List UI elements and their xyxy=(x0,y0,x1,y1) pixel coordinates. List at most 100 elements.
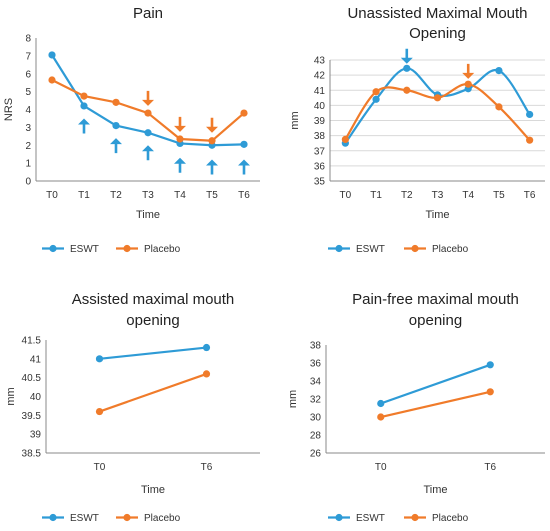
series-placebo xyxy=(48,76,248,145)
x-tick-label: T4 xyxy=(462,190,474,201)
chart-title: Assisted maximal mouth xyxy=(72,291,235,308)
legend-marker xyxy=(411,244,419,253)
y-tick-label: 36 xyxy=(310,359,322,370)
y-tick-label: 36 xyxy=(314,161,326,172)
arrow-down-icon xyxy=(462,63,475,79)
legend-marker xyxy=(335,513,343,522)
data-point xyxy=(95,355,104,363)
y-tick-label: 8 xyxy=(25,34,31,45)
y-tick-label: 40 xyxy=(30,392,42,403)
data-point xyxy=(80,92,88,100)
data-point xyxy=(403,86,411,94)
data-point xyxy=(433,94,442,102)
data-point xyxy=(144,129,152,137)
x-tick-label: T0 xyxy=(340,190,352,201)
x-tick-label: T6 xyxy=(201,462,213,473)
x-tick-label: T5 xyxy=(493,190,505,201)
x-tick-label: T0 xyxy=(46,190,58,201)
series-placebo xyxy=(377,388,494,421)
series-line xyxy=(99,372,207,413)
x-tick-label: T3 xyxy=(432,190,444,201)
y-tick-label: 38 xyxy=(310,341,322,352)
y-tick-label: 0 xyxy=(25,177,31,188)
x-tick-label: T0 xyxy=(94,462,106,473)
legend-label: ESWT xyxy=(356,513,385,524)
y-tick-label: 38.5 xyxy=(22,449,42,460)
legend-item-placebo: Placebo xyxy=(116,513,181,524)
y-tick-label: 5 xyxy=(25,87,31,98)
data-point xyxy=(144,109,152,117)
chart-panel-3: Assisted maximal mouth opening 38.5 39 39.5 4… xyxy=(5,291,260,524)
x-tick-label: T0 xyxy=(375,462,387,473)
x-axis-title: Time xyxy=(136,209,160,221)
legend-item-placebo: Placebo xyxy=(404,513,469,524)
arrow-up-icon xyxy=(142,145,154,161)
data-point xyxy=(240,140,248,148)
legend-item-eswt: ESWT xyxy=(328,513,385,524)
legend-label: Placebo xyxy=(432,244,469,255)
y-tick-label: 41.5 xyxy=(22,336,42,347)
arrow-up-icon xyxy=(110,138,122,154)
y-tick-label: 28 xyxy=(310,431,322,442)
chart-panel-1: Pain 0 1 2 3 4 5 6 7 8 T0 T1 T2 T3 T4 T5 T6 Time NRS ESWT Pl… xyxy=(3,5,260,255)
data-point xyxy=(526,110,534,119)
x-tick-label: T6 xyxy=(524,190,536,201)
x-tick-label: T2 xyxy=(110,190,122,201)
legend-label: Placebo xyxy=(144,513,181,524)
data-point xyxy=(372,88,380,96)
series-placebo xyxy=(95,370,211,416)
chart-title: opening xyxy=(126,312,179,329)
chart-panel-2: Unassisted Maximal Mouth Opening 35 36 37 38 3… xyxy=(289,5,545,255)
arrow-up-icon xyxy=(78,118,90,134)
data-point xyxy=(486,388,494,396)
x-tick-label: T6 xyxy=(238,190,250,201)
y-tick-label: 40 xyxy=(314,101,326,112)
data-point xyxy=(486,361,494,369)
data-point xyxy=(112,121,120,130)
y-axis-title: NRS xyxy=(3,98,15,121)
data-point xyxy=(176,135,184,143)
y-tick-label: 37 xyxy=(314,146,326,157)
chart-title: Pain xyxy=(133,5,163,22)
chart-title: Unassisted Maximal Mouth xyxy=(347,5,527,22)
data-point xyxy=(377,413,385,421)
y-tick-label: 1 xyxy=(25,159,31,170)
x-axis-title: Time xyxy=(423,484,447,496)
y-axis-title: mm xyxy=(287,390,299,408)
chart-title: Pain-free maximal mouth xyxy=(352,291,519,308)
y-tick-label: 4 xyxy=(25,105,31,116)
y-tick-label: 41 xyxy=(314,86,326,97)
y-tick-label: 34 xyxy=(310,377,322,388)
arrow-up-icon xyxy=(206,159,218,175)
data-point xyxy=(403,64,411,72)
chart-title: opening xyxy=(409,312,462,329)
legend-item-eswt: ESWT xyxy=(42,513,99,524)
y-tick-label: 32 xyxy=(310,395,322,406)
y-tick-label: 41 xyxy=(30,354,42,365)
y-tick-label: 39.5 xyxy=(22,411,42,422)
data-point xyxy=(80,102,88,110)
data-point xyxy=(341,135,349,144)
legend-marker xyxy=(49,244,57,253)
arrow-down-icon xyxy=(142,90,154,106)
legend-label: ESWT xyxy=(70,244,99,255)
x-tick-label: T1 xyxy=(78,190,90,201)
y-tick-label: 6 xyxy=(25,69,31,80)
y-tick-label: 7 xyxy=(25,51,31,62)
x-tick-label: T2 xyxy=(401,190,413,201)
y-tick-label: 26 xyxy=(310,449,322,460)
y-axis-title: mm xyxy=(5,387,17,405)
data-point xyxy=(95,407,104,416)
legend-label: Placebo xyxy=(432,513,469,524)
legend-marker xyxy=(411,513,419,522)
legend-label: Placebo xyxy=(144,244,181,255)
legend-item-eswt: ESWT xyxy=(328,244,385,255)
data-point xyxy=(372,95,380,103)
data-point xyxy=(202,370,211,378)
y-tick-label: 3 xyxy=(25,123,31,134)
arrow-down-icon xyxy=(174,116,186,132)
data-point xyxy=(464,80,472,88)
legend-marker xyxy=(123,513,131,522)
y-tick-label: 38 xyxy=(314,131,326,142)
